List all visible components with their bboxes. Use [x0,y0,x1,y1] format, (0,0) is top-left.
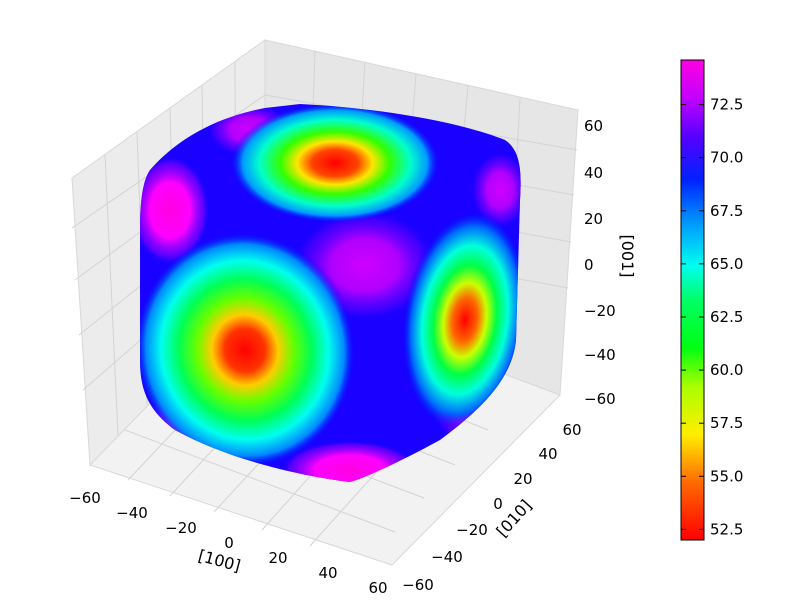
surface-highlight-right-top [470,150,521,230]
z-tick-label: −60 [584,390,616,408]
colorbar-tick-label: 70.0 [710,149,743,167]
z-tick-label: 60 [584,117,603,135]
colorbar-tick-label: 55.0 [710,467,743,485]
front-face-spot [140,232,356,468]
surface-highlight-left [140,155,210,265]
x-tick-label: 20 [268,549,287,567]
x-tick-label: −20 [165,519,197,537]
z-tick-label: 40 [584,164,603,182]
x-axis-label: [100] [196,546,242,575]
x-tick-label: −60 [69,489,101,507]
right-face-spot [401,210,521,430]
y-tick-label: 40 [538,445,557,463]
surface [140,104,521,482]
x-tick-label: 40 [318,564,337,582]
z-tick-label: −20 [584,302,616,320]
y-tick-label: 20 [513,470,532,488]
z-tick-label: 0 [584,256,594,274]
colorbar: 52.5 55.0 57.5 60.0 62.5 65.0 67.5 70.0 72.5 [680,59,743,541]
colorbar-tick-label: 57.5 [710,414,743,432]
colorbar-tick-label: 67.5 [710,202,743,220]
y-tick-label: 0 [493,495,503,513]
colorbar-tick-label: 60.0 [710,361,743,379]
colorbar-gradient [680,59,705,541]
y-tick-label: 60 [562,421,581,439]
y-tick-label: −60 [402,576,434,594]
surface-highlight-bottom [280,440,420,482]
z-axis-label: [001] [618,234,637,277]
z-axis: −60 −40 −20 0 20 40 60 [001] [584,117,637,408]
colorbar-tick-label: 62.5 [710,308,743,326]
x-tick-label: 60 [368,579,387,597]
z-tick-label: 20 [584,210,603,228]
y-tick-label: −20 [456,521,488,539]
top-face-spot [230,104,440,223]
colorbar-tick-label: 65.0 [710,255,743,273]
colorbar-tick-label: 52.5 [710,520,743,538]
x-tick-label: 0 [224,534,234,552]
colorbar-tick-label: 72.5 [710,96,743,114]
colorbar-ticks: 52.5 55.0 57.5 60.0 62.5 65.0 67.5 70.0 72.5 [681,96,743,538]
x-tick-label: −40 [116,504,148,522]
z-tick-label: −40 [584,346,616,364]
y-tick-label: −40 [431,548,463,566]
